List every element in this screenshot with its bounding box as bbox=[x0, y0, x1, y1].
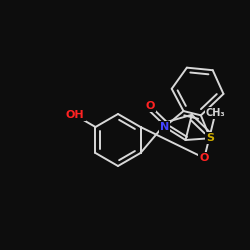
Text: O: O bbox=[145, 101, 155, 111]
Text: OH: OH bbox=[66, 110, 84, 120]
Text: CH₃: CH₃ bbox=[206, 108, 225, 118]
Text: S: S bbox=[206, 133, 214, 143]
Text: N: N bbox=[160, 122, 169, 132]
Text: O: O bbox=[200, 153, 209, 163]
